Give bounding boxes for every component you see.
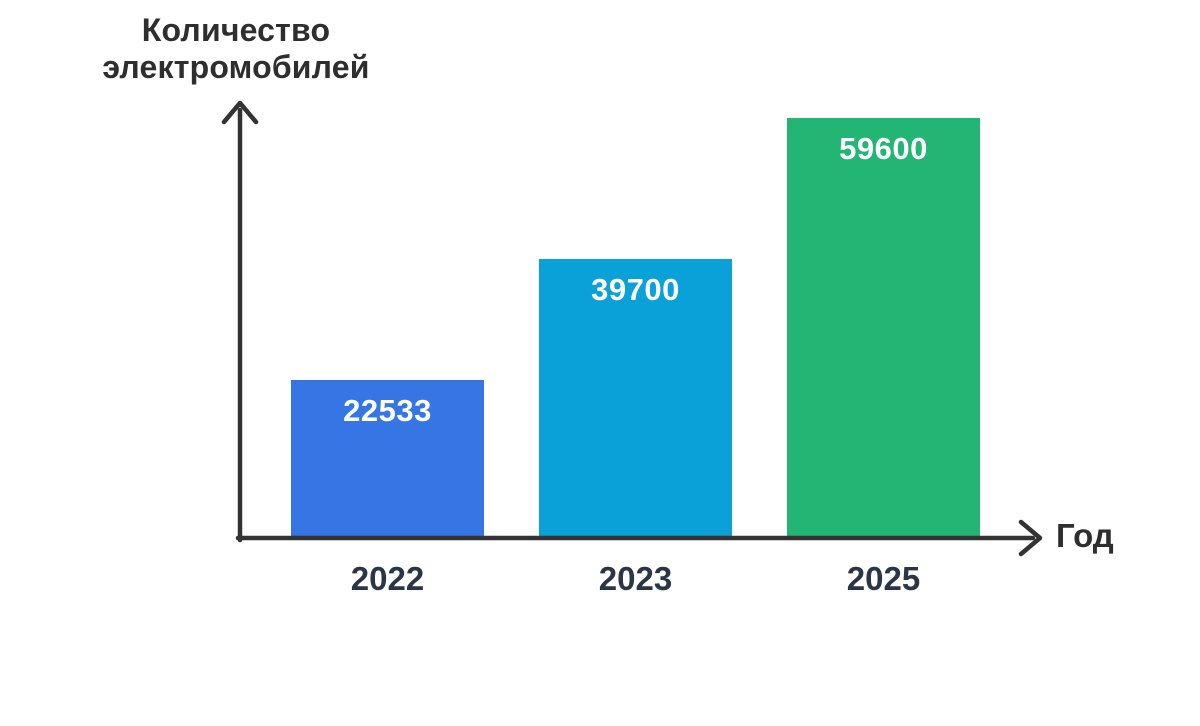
x-tick-label: 2023 [598,560,673,597]
bar-value-label: 39700 [591,272,680,307]
x-axis-title: Год [1056,517,1114,554]
x-tick-label: 2025 [846,560,921,597]
bar-2022: 22533 2022 [291,380,484,597]
bar-value-label: 59600 [839,131,928,166]
x-tick-label: 2022 [350,560,425,597]
y-axis-title: Количество электромобилей [102,12,370,85]
bar-2025: 59600 2025 [787,118,980,597]
bars-group: 22533 2022 39700 2023 59600 2025 [291,118,980,597]
bar-2023: 39700 2023 [539,259,732,597]
x-axis-arrow-icon [1018,519,1043,557]
y-axis-arrow-icon [221,100,259,125]
bar-value-label: 22533 [343,393,432,428]
